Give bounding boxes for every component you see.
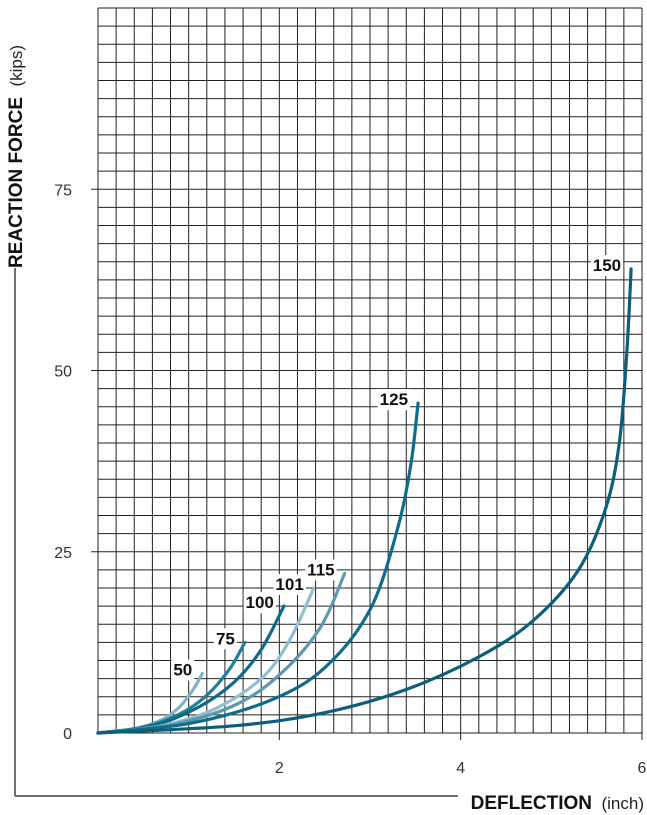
y-axis-label-main: REACTION FORCE: [6, 97, 27, 268]
y-axis-label: REACTION FORCE (kips): [6, 45, 27, 268]
chart-axes: [14, 268, 458, 797]
series-label-bg-101: [273, 574, 306, 595]
series-label-150: 150: [593, 256, 621, 275]
x-axis-label-unit: (inch): [601, 794, 644, 813]
x-tick-label: 2: [275, 760, 284, 777]
series-line-115: [96, 571, 347, 735]
series-label-bg-115: [305, 559, 337, 581]
series-label-50: 50: [173, 661, 192, 680]
x-axis-label: DEFLECTION (inch): [471, 793, 644, 814]
x-tick-label: 4: [456, 760, 465, 777]
x-axis-label-main: DEFLECTION: [471, 793, 592, 814]
y-tick-label: 0: [63, 726, 72, 743]
series-line-150: [96, 267, 633, 735]
x-tick-label: 6: [638, 760, 647, 777]
series-label-bg-75: [213, 628, 237, 650]
chart-ticks: 0 25 50 75 2 4 6: [54, 182, 646, 777]
series-line-125: [96, 401, 420, 735]
chart-grid: [97, 7, 643, 734]
series-label-bg-150: [590, 255, 624, 276]
series-label-bg-50: [171, 659, 195, 681]
series-label-125: 125: [380, 390, 408, 409]
series-label-100: 100: [245, 593, 273, 612]
series-label-101: 101: [275, 575, 303, 594]
y-tick-label: 25: [54, 545, 72, 562]
series-label-75: 75: [216, 629, 235, 648]
series-label-bg-125: [377, 389, 411, 411]
series-label-115: 115: [307, 561, 334, 580]
series-label-bg-100: [243, 592, 276, 614]
y-tick-label: 75: [54, 182, 72, 199]
y-axis-label-unit: (kips): [7, 45, 26, 87]
y-tick-label: 50: [54, 364, 72, 381]
